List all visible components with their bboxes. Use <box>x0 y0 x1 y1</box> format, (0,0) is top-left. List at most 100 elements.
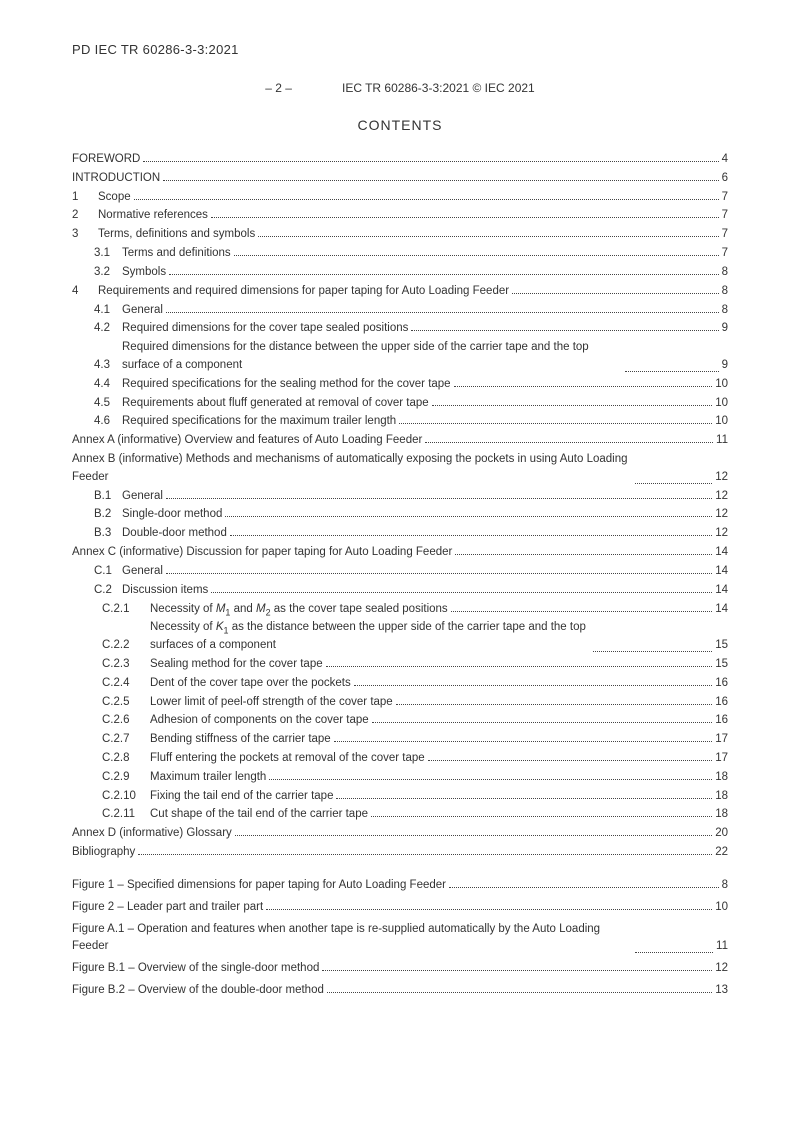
figure-entry-title: Figure 2 – Leader part and trailer part <box>72 899 263 917</box>
toc-entry-title: Required dimensions for the cover tape s… <box>122 320 408 338</box>
toc-entry-title: Dent of the cover tape over the pockets <box>150 675 351 693</box>
toc-entry: INTRODUCTION6 <box>72 170 728 188</box>
toc-entry-title: FOREWORD <box>72 151 140 169</box>
toc-leader <box>635 483 712 484</box>
toc-leader <box>169 274 718 275</box>
toc-entry-page: 17 <box>715 750 728 768</box>
toc-leader <box>326 666 713 667</box>
toc-entry: C.2.7Bending stiffness of the carrier ta… <box>72 731 728 749</box>
toc-entry-number: 2 <box>72 207 98 225</box>
toc-entry-title: General <box>122 488 163 506</box>
toc-entry-number: C.2.5 <box>72 694 150 712</box>
toc-leader <box>593 651 712 652</box>
toc-entry: Annex B (informative) Methods and mechan… <box>72 451 728 487</box>
toc-entry-title: Necessity of M1 and M2 as the cover tape… <box>150 601 448 619</box>
toc-entry-number: C.2.1 <box>72 601 150 619</box>
toc-leader <box>235 835 712 836</box>
toc-entry-page: 12 <box>715 469 728 487</box>
figure-entry-title: Figure 1 – Specified dimensions for pape… <box>72 877 446 895</box>
toc-entry-title: General <box>122 302 163 320</box>
figure-entry: Figure 1 – Specified dimensions for pape… <box>72 877 728 895</box>
toc-leader <box>269 779 712 780</box>
toc-leader <box>449 887 719 888</box>
toc-entry-page: 15 <box>715 656 728 674</box>
figure-entry: Figure A.1 – Operation and features when… <box>72 921 728 957</box>
toc-leader <box>336 798 712 799</box>
toc-entry-page: 16 <box>715 712 728 730</box>
toc-entry: C.2.8Fluff entering the pockets at remov… <box>72 750 728 768</box>
toc-entry-page: 10 <box>715 376 728 394</box>
toc-entry-page: 16 <box>715 675 728 693</box>
toc-entry: B.2Single-door method12 <box>72 506 728 524</box>
figure-entry: Figure B.2 – Overview of the double-door… <box>72 982 728 1000</box>
toc-entry-page: 8 <box>722 264 728 282</box>
toc-entry-title: Cut shape of the tail end of the carrier… <box>150 806 368 824</box>
toc-entry-number: C.2.6 <box>72 712 150 730</box>
toc-entry-page: 8 <box>722 283 728 301</box>
figure-entry-page: 13 <box>715 982 728 1000</box>
toc-leader <box>134 199 719 200</box>
toc-leader <box>454 386 713 387</box>
toc-entry-number: C.2.7 <box>72 731 150 749</box>
contents-title: CONTENTS <box>72 117 728 133</box>
toc-entry: C.2.10Fixing the tail end of the carrier… <box>72 788 728 806</box>
toc-entry-number: 4.6 <box>72 413 122 431</box>
toc-entry-page: 12 <box>715 525 728 543</box>
toc-entry: C.2.11Cut shape of the tail end of the c… <box>72 806 728 824</box>
toc-leader <box>455 554 712 555</box>
toc-entry-title: Required dimensions for the distance bet… <box>122 339 622 375</box>
toc-leader <box>166 573 712 574</box>
toc-leader <box>234 255 719 256</box>
figure-entry-page: 8 <box>722 877 728 895</box>
toc-leader <box>425 442 713 443</box>
toc-entry: C.2.5Lower limit of peel-off strength of… <box>72 694 728 712</box>
toc-leader <box>372 722 713 723</box>
toc-entry-page: 6 <box>722 170 728 188</box>
toc-entry-page: 7 <box>722 189 728 207</box>
toc-entry-title: Adhesion of components on the cover tape <box>150 712 369 730</box>
toc-entry-title: Lower limit of peel-off strength of the … <box>150 694 393 712</box>
toc-entry-title: Scope <box>98 189 131 207</box>
figure-entry-page: 11 <box>716 938 728 956</box>
toc-leader <box>258 236 718 237</box>
toc-entry-number: C.2.11 <box>72 806 150 824</box>
toc-entry-title: Normative references <box>98 207 208 225</box>
toc-entry-title: Requirements about fluff generated at re… <box>122 395 429 413</box>
toc-entry-title: Bibliography <box>72 844 135 862</box>
toc-entry-title: Annex B (informative) Methods and mechan… <box>72 451 632 487</box>
toc-entry-page: 12 <box>715 488 728 506</box>
toc-entry: C.2.6Adhesion of components on the cover… <box>72 712 728 730</box>
toc-entry-page: 16 <box>715 694 728 712</box>
toc-entry-page: 17 <box>715 731 728 749</box>
toc-entry-title: Single-door method <box>122 506 222 524</box>
toc-entry: 3.1Terms and definitions7 <box>72 245 728 263</box>
toc-entry-number: C.2.3 <box>72 656 150 674</box>
toc-leader <box>166 312 719 313</box>
toc-entry-title: Requirements and required dimensions for… <box>98 283 509 301</box>
list-of-figures: Figure 1 – Specified dimensions for pape… <box>72 877 728 1000</box>
figure-entry: Figure 2 – Leader part and trailer part1… <box>72 899 728 917</box>
toc-entry: 4.4Required specifications for the seali… <box>72 376 728 394</box>
table-of-contents: FOREWORD4INTRODUCTION61Scope72Normative … <box>72 151 728 862</box>
toc-entry: 1Scope 7 <box>72 189 728 207</box>
toc-leader <box>512 293 719 294</box>
toc-entry-number: 1 <box>72 189 98 207</box>
toc-entry-title: Annex D (informative) Glossary <box>72 825 232 843</box>
toc-entry: 4.6Required specifications for the maxim… <box>72 413 728 431</box>
figure-entry: Figure B.1 – Overview of the single-door… <box>72 960 728 978</box>
toc-entry-page: 8 <box>722 302 728 320</box>
toc-entry: 4.1General 8 <box>72 302 728 320</box>
toc-entry-page: 9 <box>722 320 728 338</box>
figure-entry-page: 12 <box>715 960 728 978</box>
toc-leader <box>211 217 719 218</box>
toc-entry-title: Terms, definitions and symbols <box>98 226 255 244</box>
toc-leader <box>266 909 712 910</box>
toc-leader <box>334 741 713 742</box>
toc-leader <box>399 423 712 424</box>
toc-entry: C.2.4Dent of the cover tape over the poc… <box>72 675 728 693</box>
toc-entry-number: 4.1 <box>72 302 122 320</box>
toc-leader <box>143 161 718 162</box>
toc-entry-title: Annex A (informative) Overview and featu… <box>72 432 422 450</box>
toc-entry: 4Requirements and required dimensions fo… <box>72 283 728 301</box>
toc-leader <box>411 330 718 331</box>
